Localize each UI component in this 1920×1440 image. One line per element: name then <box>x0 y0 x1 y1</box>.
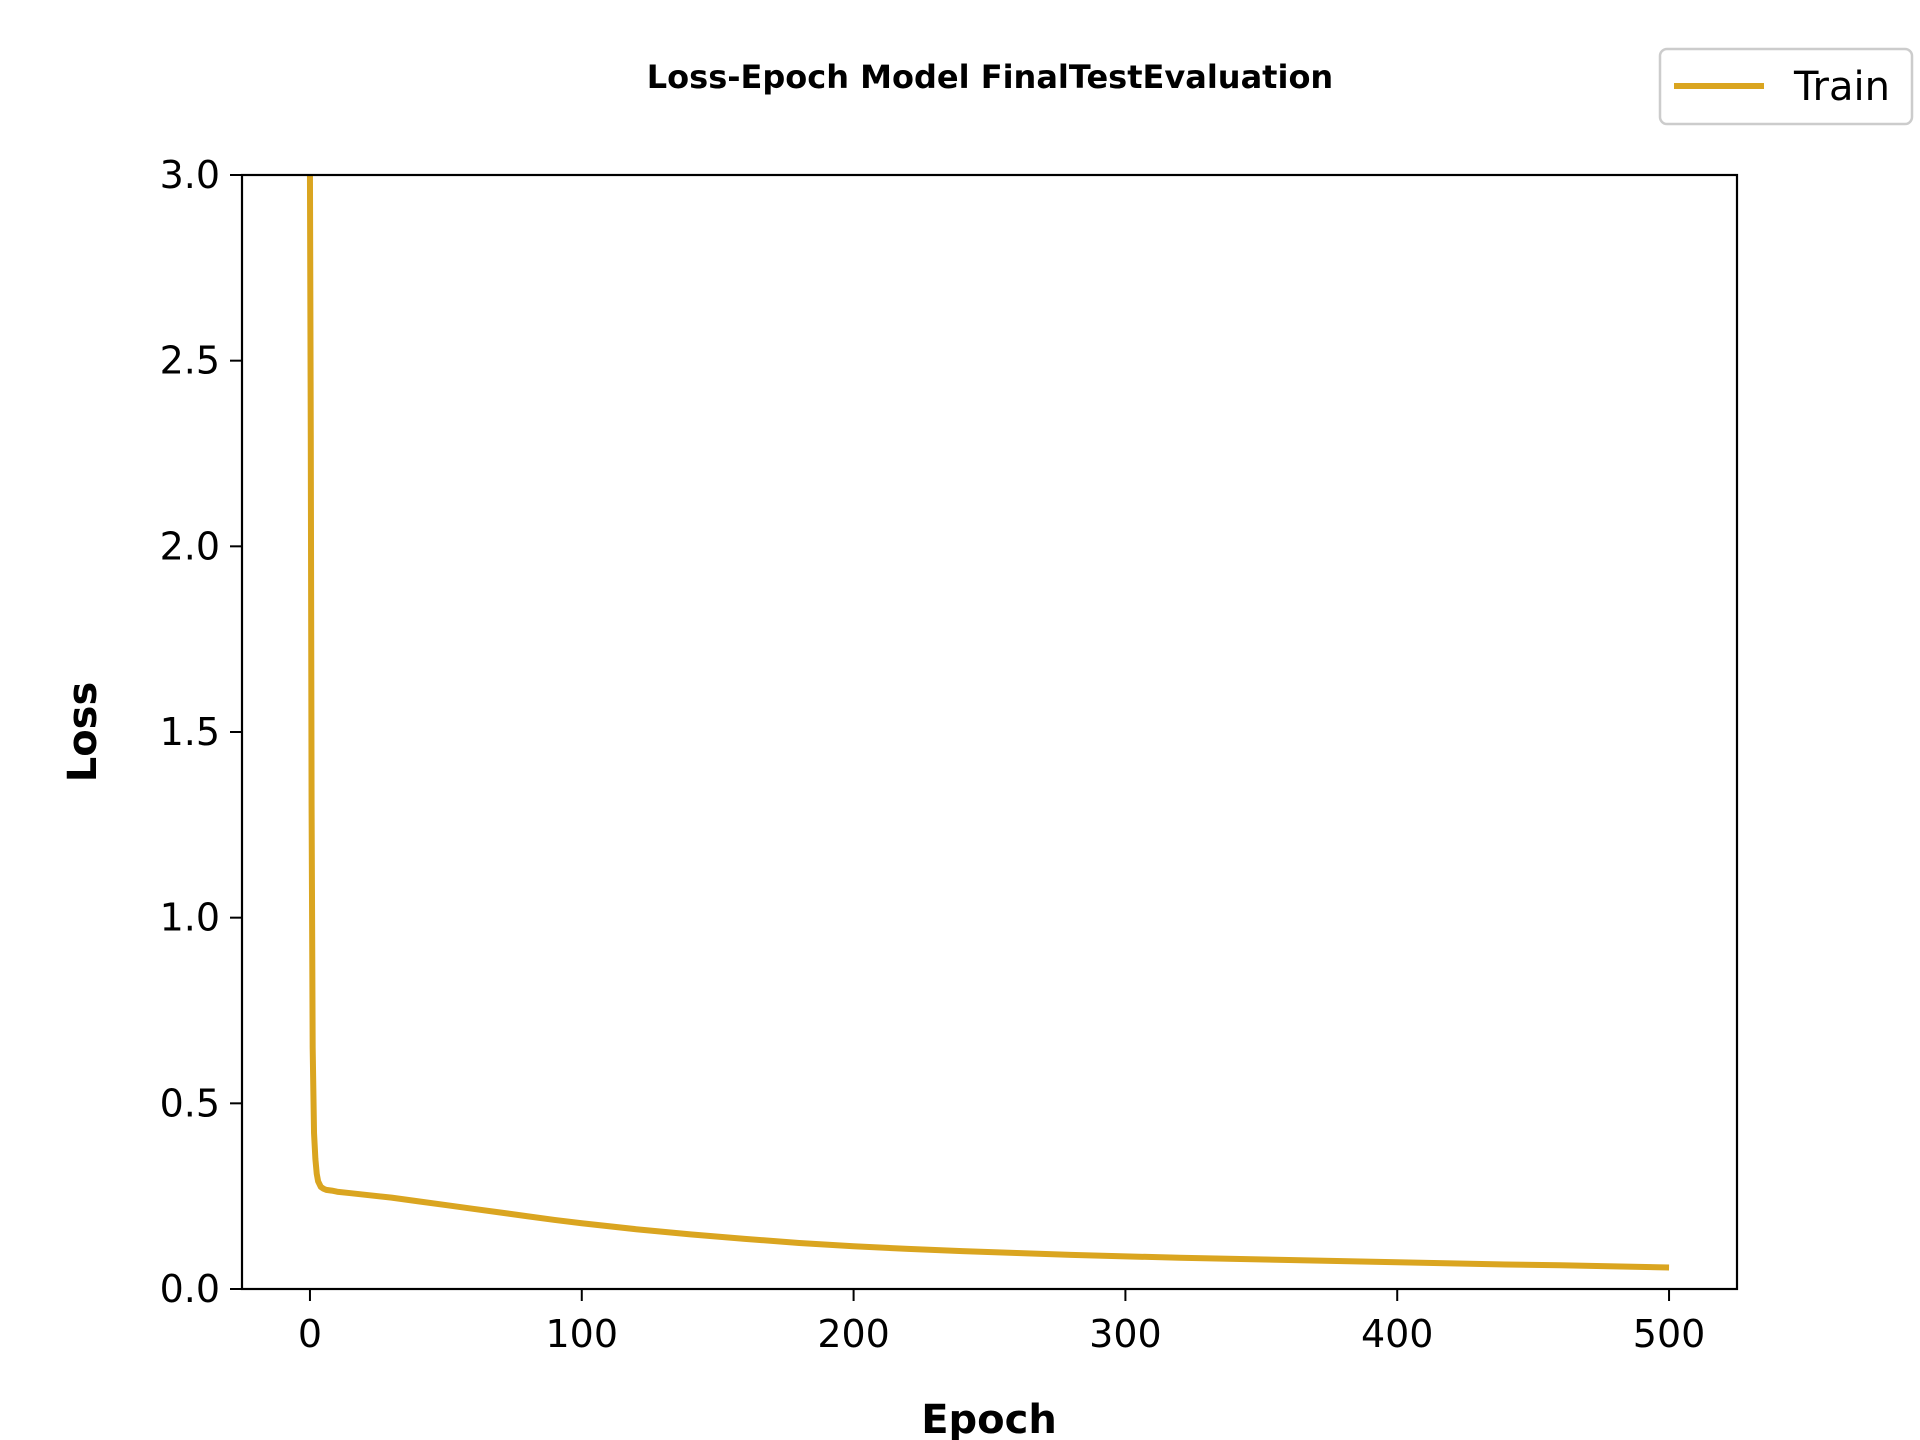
x-tick-label: 0 <box>298 1312 322 1356</box>
plot-frame <box>240 173 1739 1291</box>
x-axis-title: Epoch <box>921 1397 1057 1440</box>
y-tick-label: 2.5 <box>160 339 220 383</box>
legend: Train <box>1658 47 1914 126</box>
x-tick-label: 400 <box>1361 1312 1434 1356</box>
y-tick-label: 2.0 <box>160 524 220 568</box>
y-tick-label: 3.0 <box>160 153 220 197</box>
y-tick-label: 0.5 <box>160 1081 220 1125</box>
legend-box <box>1658 47 1914 126</box>
axis-ticks: 0 100 200 300 400 500 0.0 0.5 1.0 1.5 2.0 2.5 3.0 <box>160 153 1706 1356</box>
y-tick-label: 1.0 <box>160 896 220 940</box>
chart-title: Loss-Epoch Model FinalTestEvaluation <box>647 58 1333 96</box>
x-tick-label: 300 <box>1089 1312 1162 1356</box>
y-tick-label: 1.5 <box>160 710 220 754</box>
x-tick-label: 200 <box>817 1312 890 1356</box>
x-tick-label: 500 <box>1633 1312 1706 1356</box>
series-line-train <box>306 174 1670 1271</box>
y-tick-label: 0.0 <box>160 1267 220 1311</box>
plot-area <box>306 174 1670 1271</box>
y-axis-title: Loss <box>60 682 106 783</box>
legend-label-train: Train <box>1793 64 1890 110</box>
x-tick-label: 100 <box>546 1312 619 1356</box>
